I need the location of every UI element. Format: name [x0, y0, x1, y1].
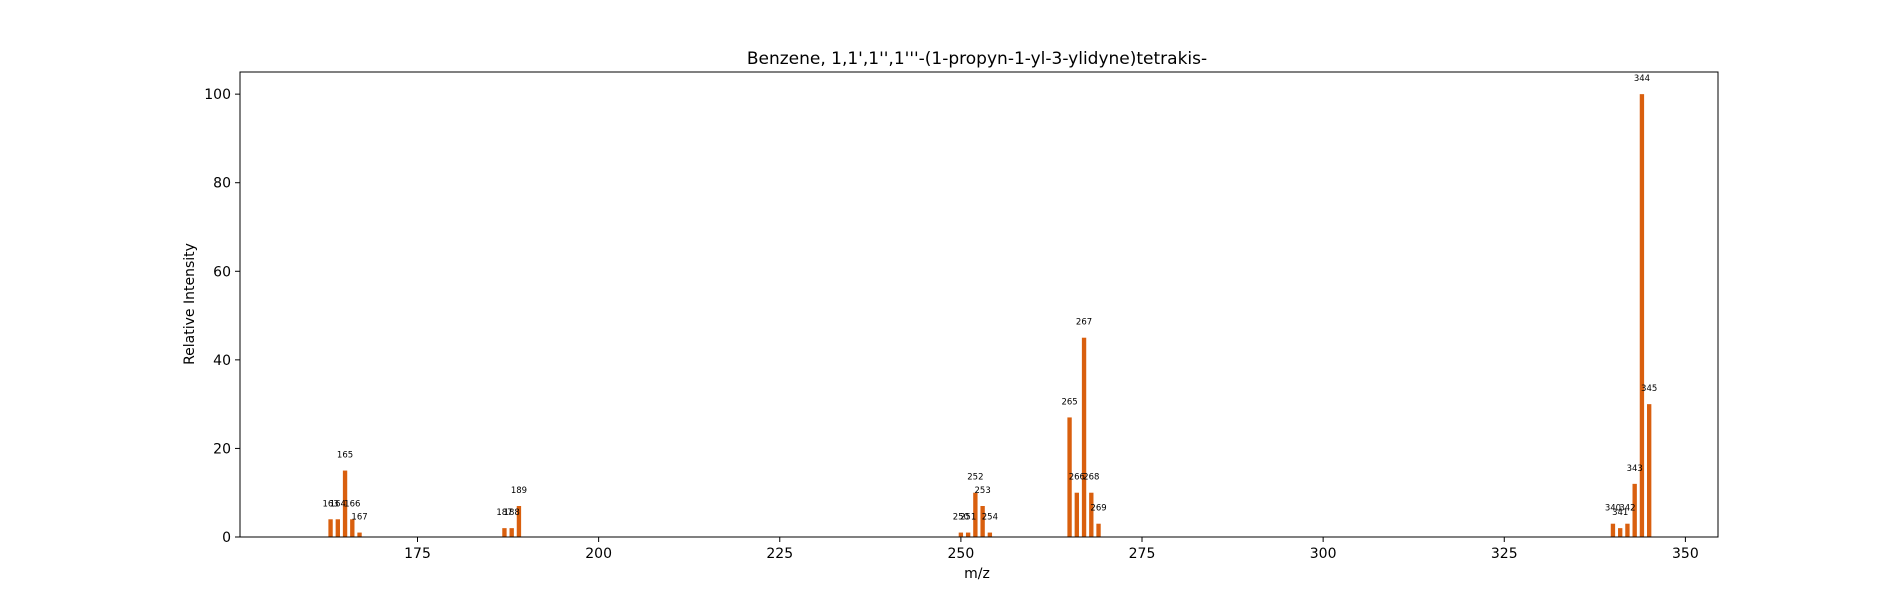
- data-label-163: 163: [322, 499, 338, 509]
- bar-189: [516, 506, 522, 537]
- plot-frame: [239, 71, 1719, 538]
- data-label-340: 340: [1605, 504, 1621, 514]
- data-label-253: 253: [975, 486, 991, 496]
- data-label-252: 252: [967, 473, 983, 483]
- data-label-251: 251: [960, 513, 976, 523]
- bar-253: [980, 506, 985, 537]
- bar-265: [1067, 417, 1072, 537]
- x-axis-label: m/z: [964, 566, 990, 582]
- bar-343: [1632, 483, 1637, 537]
- data-label-167: 167: [351, 513, 367, 523]
- data-label-165: 165: [337, 451, 353, 461]
- y-tick-label: 80: [213, 176, 231, 192]
- y-axis-label: Relative Intensity: [182, 243, 198, 365]
- y-axis-ticks: 0 20 40 60 80 100: [204, 87, 240, 546]
- bar-254: [987, 532, 993, 537]
- data-label-187: 187: [496, 508, 512, 518]
- x-axis-ticks: 175 200 225 250 275 300 325 350: [404, 537, 1699, 562]
- x-tick-label: 250: [948, 546, 975, 562]
- y-tick-label: 40: [213, 353, 231, 369]
- data-label-268: 268: [1083, 473, 1099, 483]
- data-label-166: 166: [344, 499, 360, 509]
- bar-268: [1089, 492, 1094, 537]
- bar-164: [335, 519, 340, 537]
- bar-345: [1647, 404, 1652, 537]
- bar-167: [357, 532, 362, 537]
- bar-266: [1074, 492, 1079, 537]
- bars: [328, 94, 1652, 537]
- y-tick-label: 60: [213, 264, 231, 280]
- bar-188: [509, 528, 514, 537]
- x-tick-label: 300: [1310, 546, 1337, 562]
- bar-267: [1081, 337, 1087, 537]
- y-tick-label: 100: [204, 87, 231, 103]
- data-label-343: 343: [1627, 464, 1643, 474]
- x-tick-label: 350: [1672, 546, 1699, 562]
- data-label-265: 265: [1061, 397, 1077, 407]
- data-label-164: 164: [330, 499, 346, 509]
- bar-252: [973, 492, 978, 537]
- data-label-269: 269: [1090, 504, 1106, 514]
- x-tick-label: 175: [404, 546, 431, 562]
- bar-165: [342, 470, 348, 537]
- data-label-250: 250: [953, 513, 969, 523]
- bar-250: [958, 532, 964, 537]
- data-label-189: 189: [511, 486, 527, 496]
- bar-269: [1096, 523, 1101, 537]
- x-tick-label: 275: [1129, 546, 1156, 562]
- x-tick-label: 200: [585, 546, 612, 562]
- bar-340: [1610, 523, 1616, 537]
- data-label-344: 344: [1634, 74, 1650, 84]
- data-label-345: 345: [1641, 384, 1657, 394]
- y-tick-label: 0: [222, 530, 231, 546]
- bar-342: [1625, 523, 1630, 537]
- bar-163: [328, 519, 333, 537]
- bar-251: [965, 532, 971, 537]
- bar-166: [350, 519, 355, 537]
- data-label-341: 341: [1612, 508, 1628, 518]
- data-label-266: 266: [1069, 473, 1085, 483]
- bar-344: [1639, 94, 1645, 537]
- chart-title: Benzene, 1,1',1'',1'''-(1-propyn-1-yl-3-…: [747, 49, 1207, 69]
- x-tick-label: 325: [1491, 546, 1518, 562]
- y-tick-label: 20: [213, 441, 231, 457]
- data-label-254: 254: [982, 513, 998, 523]
- x-tick-label: 225: [766, 546, 793, 562]
- bar-187: [502, 528, 507, 537]
- data-label-188: 188: [504, 508, 520, 518]
- bar-341: [1618, 528, 1623, 537]
- data-label-267: 267: [1076, 318, 1092, 328]
- data-label-342: 342: [1619, 504, 1635, 514]
